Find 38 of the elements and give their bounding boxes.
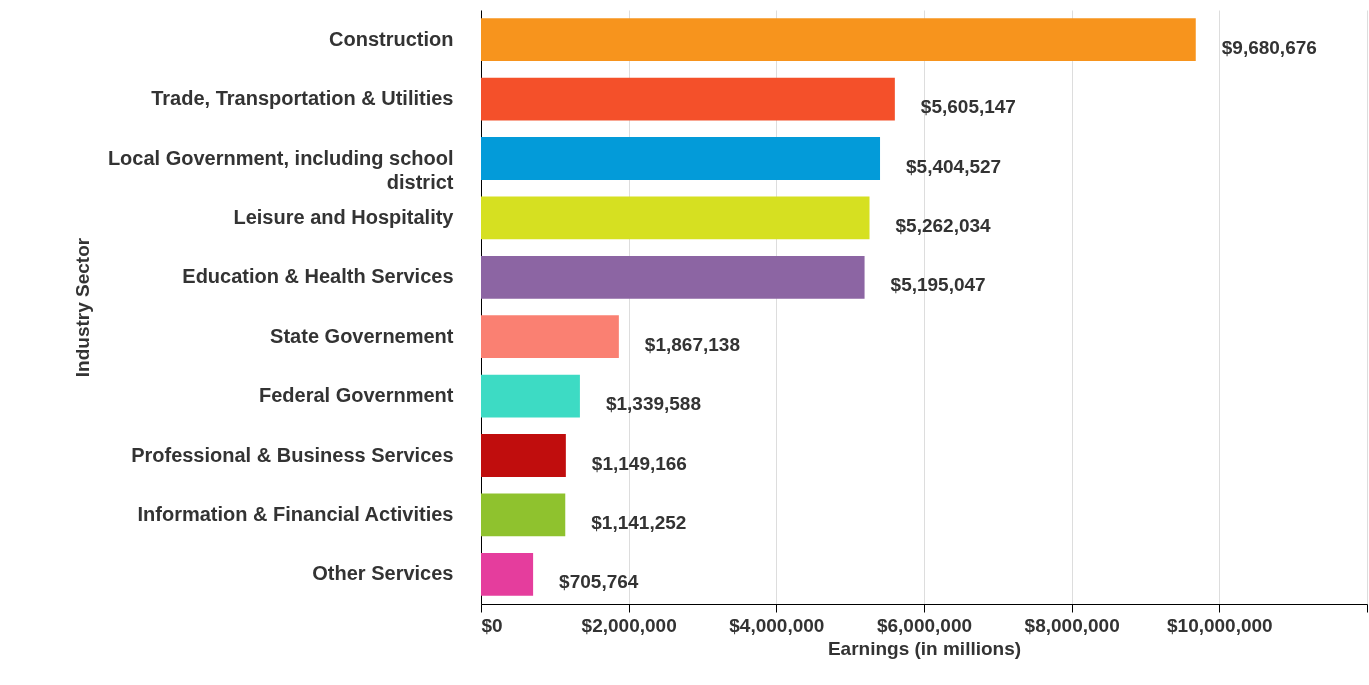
y-tick-label: Other Services: [312, 562, 454, 585]
x-axis-title: Earnings (in millions): [827, 637, 1022, 659]
bar: [481, 18, 1196, 62]
data-label: $5,262,034: [895, 214, 992, 236]
data-label: $1,339,588: [605, 393, 701, 415]
bar: [481, 552, 534, 596]
y-tick-label: Federal Government: [258, 384, 454, 407]
y-tick-label: Leisure and Hospitality: [233, 205, 455, 228]
x-tick-label: $2,000,000: [581, 614, 677, 636]
bar: [481, 493, 566, 537]
data-label: $705,764: [559, 571, 639, 593]
x-tick-label: $8,000,000: [1024, 614, 1120, 636]
x-tick-label: $0: [481, 614, 503, 636]
data-label: $1,149,166: [591, 452, 687, 474]
bar: [481, 255, 865, 299]
data-label: $5,195,047: [890, 274, 986, 296]
y-tick-label: Local Government, including school district: [107, 146, 454, 193]
bar: [481, 77, 895, 121]
bar: [481, 196, 870, 240]
bar: [481, 434, 566, 477]
data-label: $9,680,676: [1221, 36, 1317, 58]
y-tick-label: Professional & Business Services: [131, 443, 454, 466]
y-tick-label: State Governement: [270, 324, 454, 347]
data-label: $5,404,527: [906, 155, 1002, 177]
x-tick-label: $6,000,000: [876, 614, 973, 636]
x-tick-label: $10,000,000: [1167, 614, 1273, 636]
bar: [481, 315, 619, 359]
data-label: $1,141,252: [591, 511, 687, 533]
data-label: $5,605,147: [920, 96, 1016, 118]
y-tick-label: Education & Health Services: [182, 265, 454, 288]
y-tick-label: Information & Financial Activities: [137, 502, 454, 525]
y-tick-label: Trade, Transportation & Utilities: [151, 87, 454, 110]
y-axis-title: Industry Sector: [71, 237, 93, 378]
bar: [481, 137, 881, 180]
y-tick-label: Construction: [329, 27, 454, 50]
x-tick-label: $4,000,000: [729, 614, 825, 636]
bar: [481, 374, 580, 418]
data-label: $1,867,138: [644, 333, 740, 355]
